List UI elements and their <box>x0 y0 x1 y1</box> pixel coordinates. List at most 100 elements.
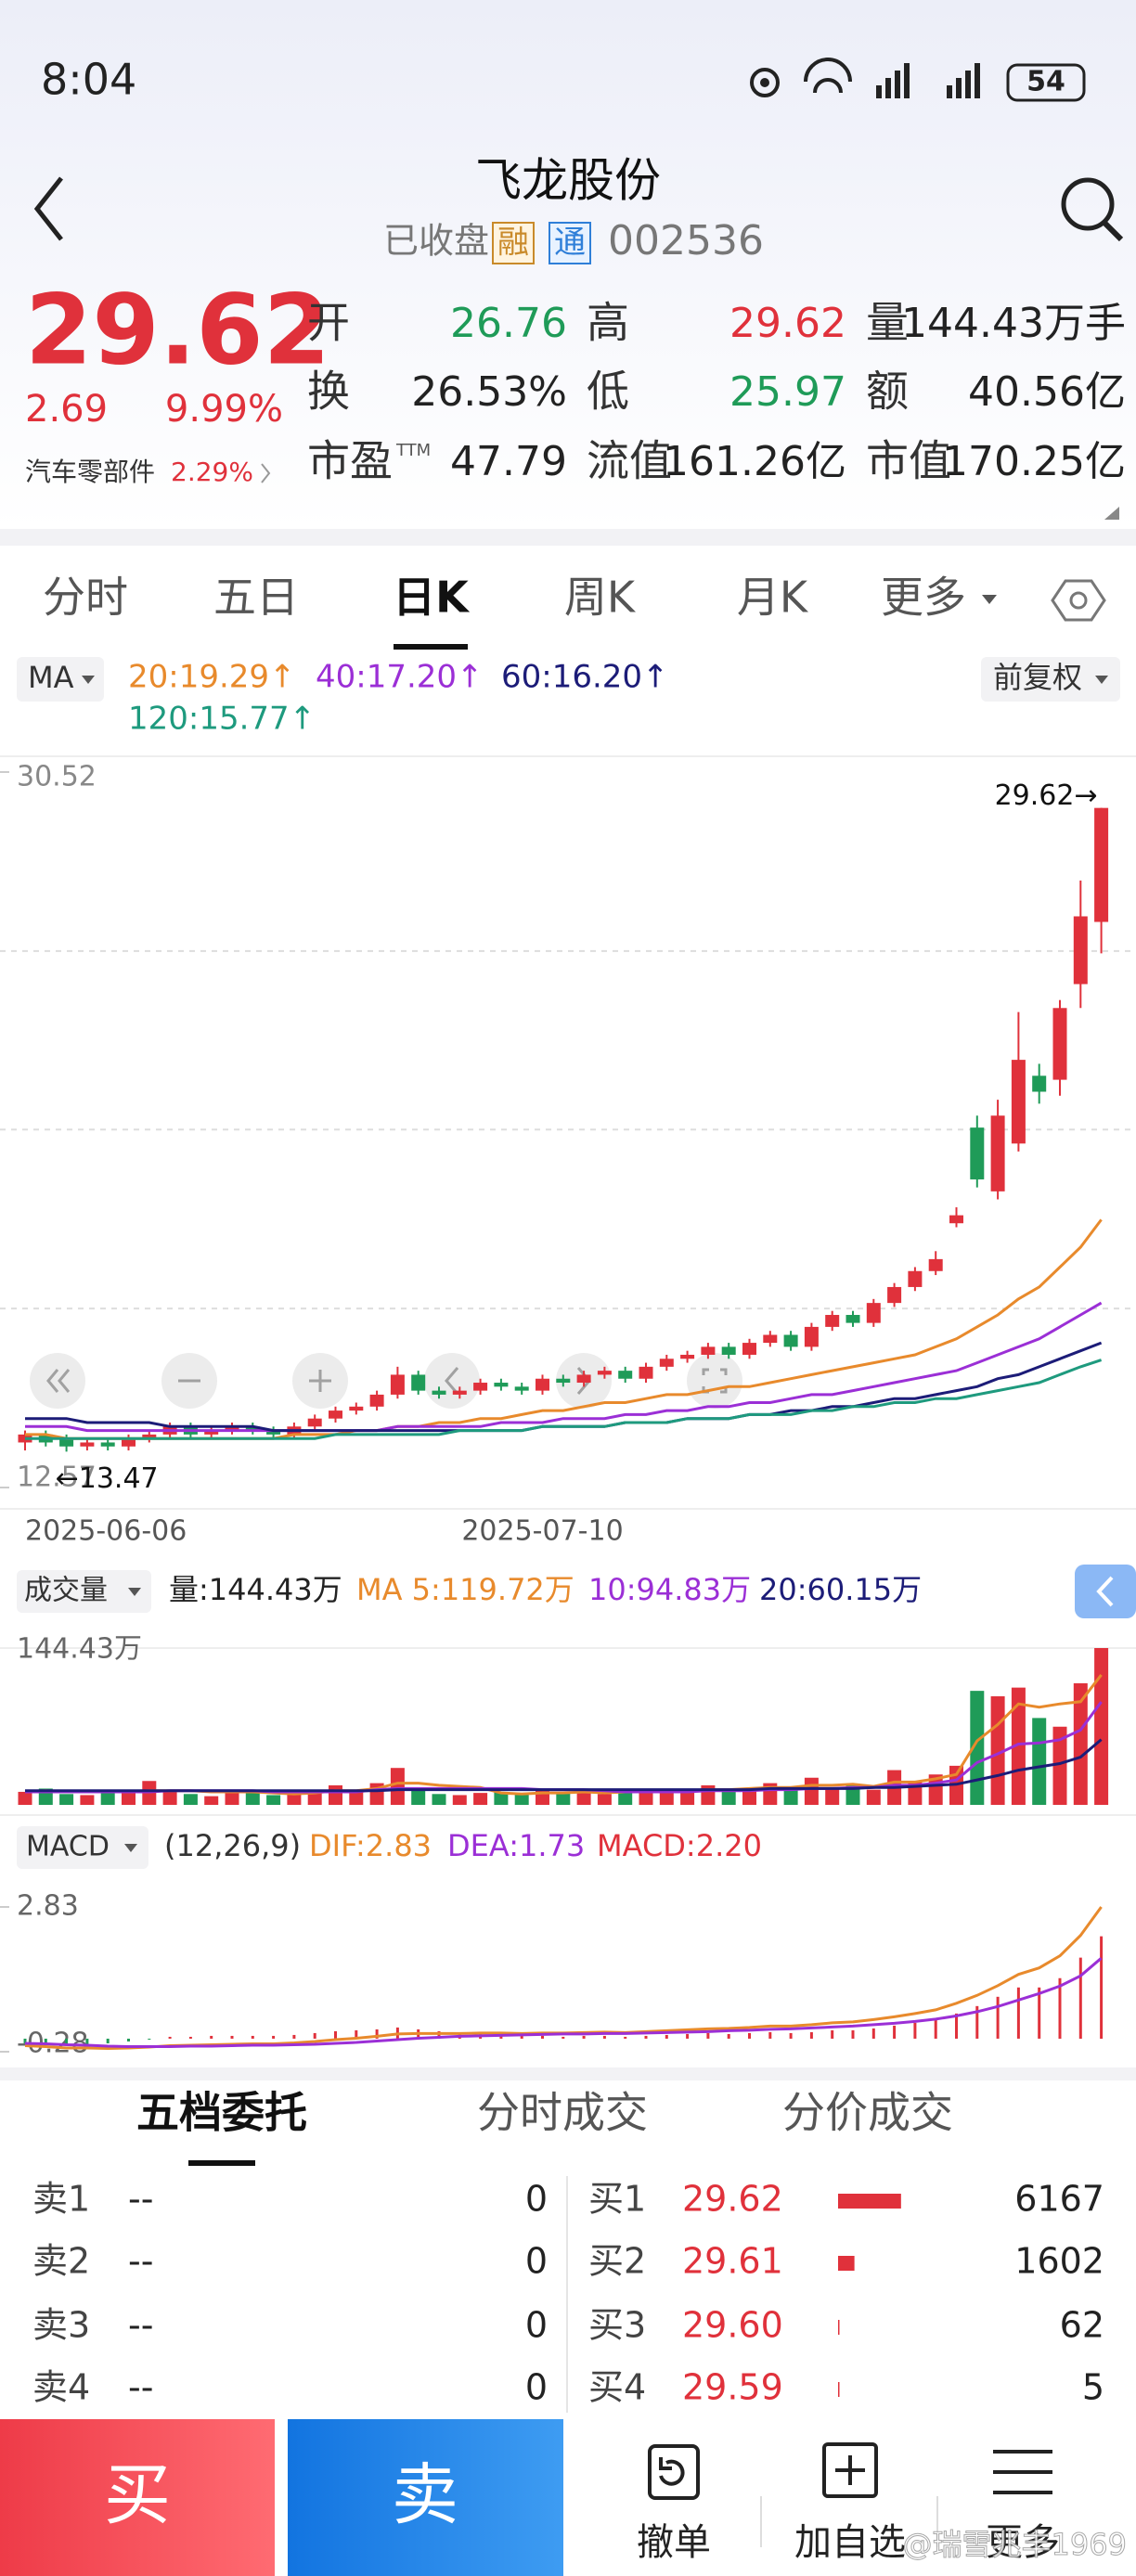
candle-body <box>225 1426 239 1431</box>
buy-qty-bar <box>838 2320 840 2335</box>
stat-label: 市盈 <box>307 436 393 486</box>
nav-item[interactable]: 加自选 <box>794 2521 906 2564</box>
candle-body <box>680 1354 695 1359</box>
buy-button[interactable] <box>0 2419 275 2576</box>
candle-body <box>990 1115 1005 1191</box>
volume-bar <box>411 1788 426 1805</box>
volume-bar <box>721 1791 736 1805</box>
buy-qty: 5 <box>1082 2367 1104 2408</box>
candle-body <box>659 1359 674 1367</box>
candle-body <box>804 1326 819 1347</box>
x-tick-label: 2025-06-06 <box>25 1515 187 1548</box>
icon <box>309 1370 331 1392</box>
stat-label: 流值 <box>587 436 672 486</box>
volume-bar <box>18 1791 32 1805</box>
buy-price: 29.60 <box>682 2305 783 2346</box>
legend-entry: DIF:2.83 <box>309 1828 432 1863</box>
period-tab[interactable]: 周K <box>564 573 637 623</box>
volume-bar <box>225 1793 239 1805</box>
stat-label-sup: TTM <box>395 441 431 460</box>
stat-label: 市值 <box>866 436 951 486</box>
buy-qty: 62 <box>1060 2305 1104 2346</box>
zoom-all-button[interactable] <box>30 1353 85 1409</box>
y-tick-label: 144.43万 <box>17 1633 142 1666</box>
active-tab-indicator <box>394 644 468 650</box>
candle-body <box>949 1215 963 1224</box>
candle-body <box>204 1430 219 1435</box>
status-time: 8:04 <box>41 55 136 105</box>
cancel-icon <box>648 2444 700 2500</box>
previous-button[interactable] <box>424 1353 480 1409</box>
candle-body <box>80 1442 95 1447</box>
order-tab[interactable]: 分价成交 <box>782 2088 953 2138</box>
candle-body <box>928 1258 943 1271</box>
candle-body <box>1094 807 1109 922</box>
volume-bar <box>390 1768 405 1805</box>
candle-body <box>514 1386 529 1391</box>
sell-qty: 0 <box>525 2241 548 2282</box>
add-watchlist-icon <box>822 2442 878 2498</box>
order-tab[interactable]: 五档委托 <box>136 2088 307 2138</box>
macd-params: (12,26,9) <box>164 1828 301 1863</box>
fullscreen-button[interactable] <box>687 1353 742 1409</box>
period-tab[interactable]: 更多 <box>881 573 966 623</box>
volume-bar <box>742 1788 756 1805</box>
volume-bar <box>162 1791 177 1805</box>
candle-body <box>783 1334 798 1347</box>
back-button[interactable] <box>33 176 63 241</box>
stat-value: 47.79 <box>450 438 567 485</box>
volume-bar <box>514 1794 529 1805</box>
y-tick-label: 2.83 <box>17 1890 79 1923</box>
nav-item[interactable]: 更多 <box>986 2521 1060 2564</box>
candle-body <box>846 1315 860 1323</box>
volume-bar <box>556 1793 571 1805</box>
volume-bar <box>1073 1682 1088 1805</box>
candle-body <box>59 1438 74 1447</box>
volume-bar <box>432 1794 446 1805</box>
sell-button[interactable] <box>288 2419 563 2576</box>
badge-label: 融 <box>497 225 529 262</box>
collapse-button[interactable] <box>1075 1565 1136 1618</box>
legend-entry: 120:15.77↑ <box>128 701 316 738</box>
settings-icon[interactable] <box>1051 579 1106 622</box>
nav-item[interactable]: 撤单 <box>637 2521 711 2564</box>
candle-body <box>1011 1060 1026 1144</box>
volume-title-box[interactable] <box>17 1570 151 1613</box>
buy-qty-bar <box>838 2256 855 2271</box>
sell-level: 卖1 <box>32 2179 90 2220</box>
candle-body <box>970 1127 985 1179</box>
sell-level: 卖4 <box>32 2367 90 2408</box>
sell-price: -- <box>128 2241 153 2282</box>
volume-bar <box>329 1784 342 1805</box>
volume-bar <box>866 1789 881 1805</box>
sell-qty: 0 <box>525 2305 548 2346</box>
period-tab[interactable]: 月K <box>737 573 809 623</box>
macd-title-box[interactable] <box>17 1826 148 1869</box>
dropdown-arrow <box>982 595 997 604</box>
stat-value: 144.43万手 <box>901 300 1126 347</box>
market-status: 已收盘 <box>383 221 489 262</box>
sector-change: 2.29% <box>171 457 253 487</box>
legend-entry: 20:60.15万 <box>759 1572 922 1607</box>
candle-body <box>266 1430 281 1435</box>
order-tab[interactable]: 分时成交 <box>477 2088 648 2138</box>
stat-value: 170.25亿 <box>942 438 1126 485</box>
period-tab[interactable]: 分时 <box>43 573 128 623</box>
candle-body <box>452 1390 467 1395</box>
indicator-select[interactable] <box>17 657 104 702</box>
buy-button-label[interactable]: 买 <box>104 2456 171 2534</box>
candle-body <box>411 1374 426 1391</box>
adjust-select[interactable] <box>981 657 1120 702</box>
period-tab[interactable]: 五日 <box>213 573 299 623</box>
volume-bar <box>266 1795 281 1805</box>
search-button[interactable] <box>1061 177 1124 242</box>
badge-label: 通 <box>554 225 586 262</box>
volume-bar <box>1011 1687 1026 1805</box>
period-tab[interactable]: 日K <box>393 573 471 623</box>
sell-button-label[interactable]: 卖 <box>392 2456 458 2534</box>
stock-name: 飞龙股份 <box>475 154 661 208</box>
volume-bar <box>100 1789 115 1805</box>
candle-body <box>866 1303 881 1323</box>
volume-bar <box>597 1794 612 1805</box>
high-label: 29.62→ <box>995 779 1098 812</box>
